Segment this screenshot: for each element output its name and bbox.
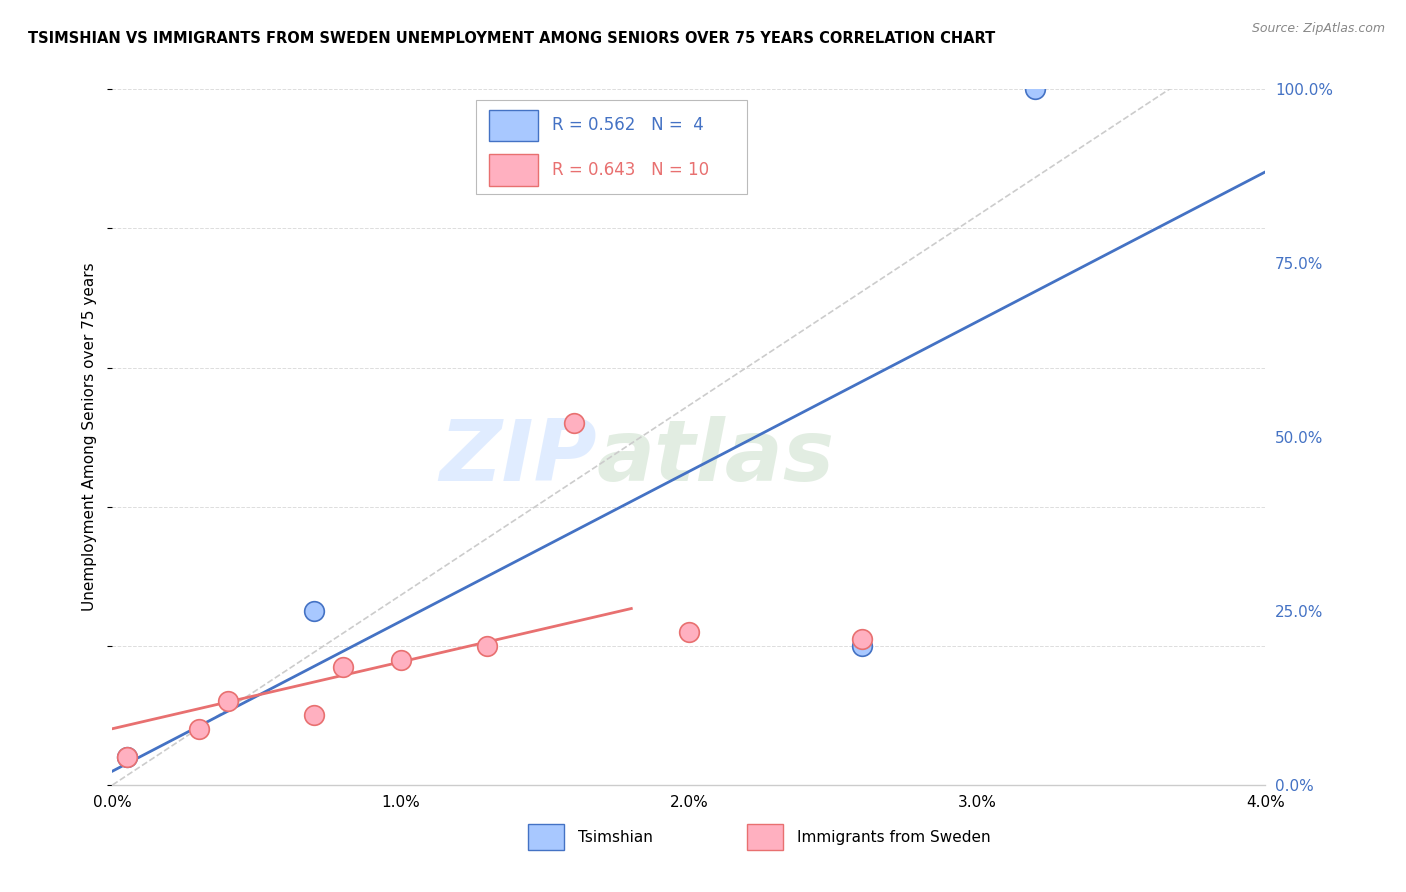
Point xyxy=(217,694,239,708)
Point xyxy=(188,723,211,737)
Point xyxy=(475,639,498,653)
Y-axis label: Unemployment Among Seniors over 75 years: Unemployment Among Seniors over 75 years xyxy=(82,263,97,611)
FancyBboxPatch shape xyxy=(527,824,564,850)
Point xyxy=(562,416,585,430)
Point xyxy=(1024,82,1046,96)
Text: Immigrants from Sweden: Immigrants from Sweden xyxy=(797,830,991,845)
Point xyxy=(115,750,138,764)
Point xyxy=(304,708,326,723)
FancyBboxPatch shape xyxy=(475,100,747,194)
Text: R = 0.643   N = 10: R = 0.643 N = 10 xyxy=(551,161,709,179)
Text: TSIMSHIAN VS IMMIGRANTS FROM SWEDEN UNEMPLOYMENT AMONG SENIORS OVER 75 YEARS COR: TSIMSHIAN VS IMMIGRANTS FROM SWEDEN UNEM… xyxy=(28,31,995,46)
FancyBboxPatch shape xyxy=(489,154,538,186)
Text: atlas: atlas xyxy=(596,417,835,500)
Point xyxy=(389,653,412,667)
Text: R = 0.562   N =  4: R = 0.562 N = 4 xyxy=(551,117,703,135)
Text: Source: ZipAtlas.com: Source: ZipAtlas.com xyxy=(1251,22,1385,36)
Point xyxy=(851,632,873,646)
Text: ZIP: ZIP xyxy=(439,417,596,500)
Text: Tsimshian: Tsimshian xyxy=(578,830,654,845)
Point xyxy=(115,750,138,764)
Point xyxy=(851,639,873,653)
FancyBboxPatch shape xyxy=(747,824,783,850)
Point xyxy=(678,624,700,639)
Point xyxy=(304,604,326,618)
Point xyxy=(332,659,354,673)
FancyBboxPatch shape xyxy=(489,110,538,141)
